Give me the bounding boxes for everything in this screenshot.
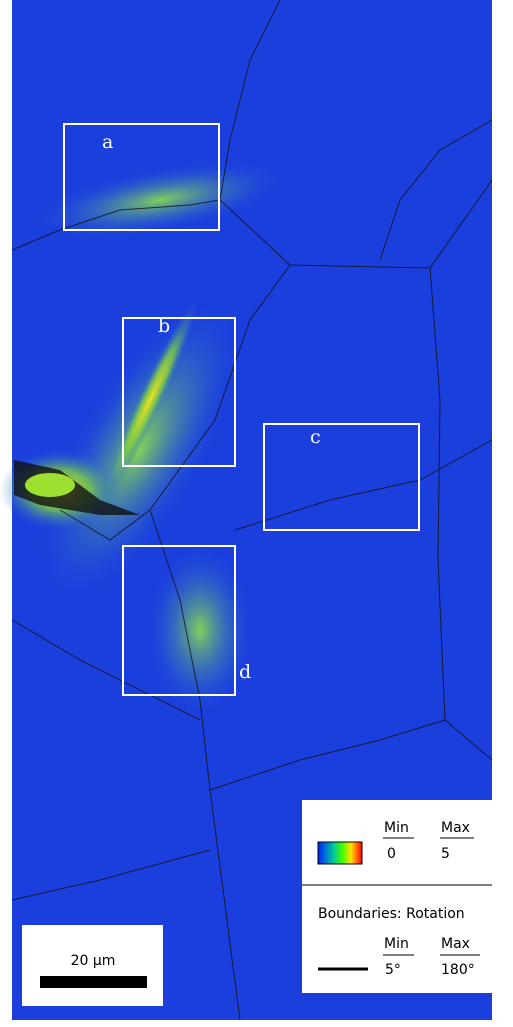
region-label: c	[310, 426, 321, 448]
legend-min: 5°	[385, 962, 401, 978]
legend-max-label: Max	[441, 820, 470, 836]
legend: Min Max 0 5 Boundaries: Rotation Min Max…	[302, 800, 492, 993]
scale-bar-label: 20 μm	[71, 953, 116, 969]
boundaries-title: Boundaries: Rotation	[318, 906, 465, 922]
region-label: b	[158, 315, 170, 337]
color-bar	[318, 842, 362, 864]
legend-min-label: Min	[384, 936, 409, 952]
page: a b c d Min Max 0 5 Boundaries: Rotation…	[0, 0, 513, 1027]
region-label: d	[239, 661, 251, 683]
legend-max-label: Max	[441, 936, 470, 952]
legend-min: 0	[387, 846, 396, 862]
scale-bar: 20 μm	[22, 925, 163, 1006]
region-label: a	[102, 131, 113, 153]
legend-max: 180°	[441, 962, 475, 978]
legend-max: 5	[441, 846, 450, 862]
legend-min-label: Min	[384, 820, 409, 836]
